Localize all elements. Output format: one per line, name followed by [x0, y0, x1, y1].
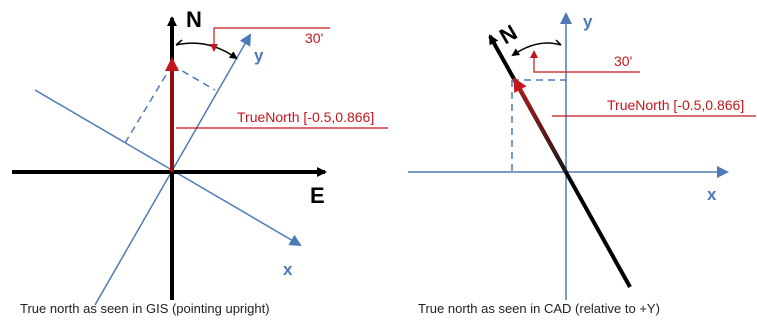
gis-angle-leader	[210, 27, 330, 52]
gis-north-label: N	[186, 7, 202, 32]
gis-angle-arc-start	[175, 39, 183, 46]
gis-x-axis	[34, 89, 302, 247]
gis-angle-arc	[175, 42, 238, 60]
gis-x-label: x	[283, 260, 293, 279]
gis-angle-label: 30'	[305, 30, 323, 46]
gis-caption: True north as seen in GIS (pointing upri…	[20, 301, 270, 316]
gis-y-label: y	[254, 46, 264, 65]
cad-angle-leader	[530, 50, 640, 73]
cad-true-north-label: TrueNorth [-0.5,0.866]	[607, 97, 744, 113]
cad-x-label: x	[707, 185, 717, 204]
gis-true-north-label: TrueNorth [-0.5,0.866]	[237, 109, 374, 125]
cad-angle-label: 30'	[614, 53, 632, 69]
gis-projection-dash-1	[171, 64, 216, 91]
cad-angle-arc	[511, 42, 562, 57]
cad-caption: True north as seen in CAD (relative to +…	[418, 301, 660, 316]
cad-north-label: N	[495, 20, 521, 50]
gis-projection-dash-2	[124, 64, 173, 144]
cad-true-north-arrow	[513, 77, 568, 173]
cad-angle-arc-start	[555, 39, 562, 46]
cad-panel: N y x 30' TrueNorth [-0.5,0.866] True no…	[408, 12, 756, 316]
cad-y-label: y	[583, 12, 593, 31]
gis-panel: N E y x 30' TrueNorth [-0.5,0.866] True …	[12, 7, 388, 316]
gis-east-label: E	[310, 183, 325, 208]
